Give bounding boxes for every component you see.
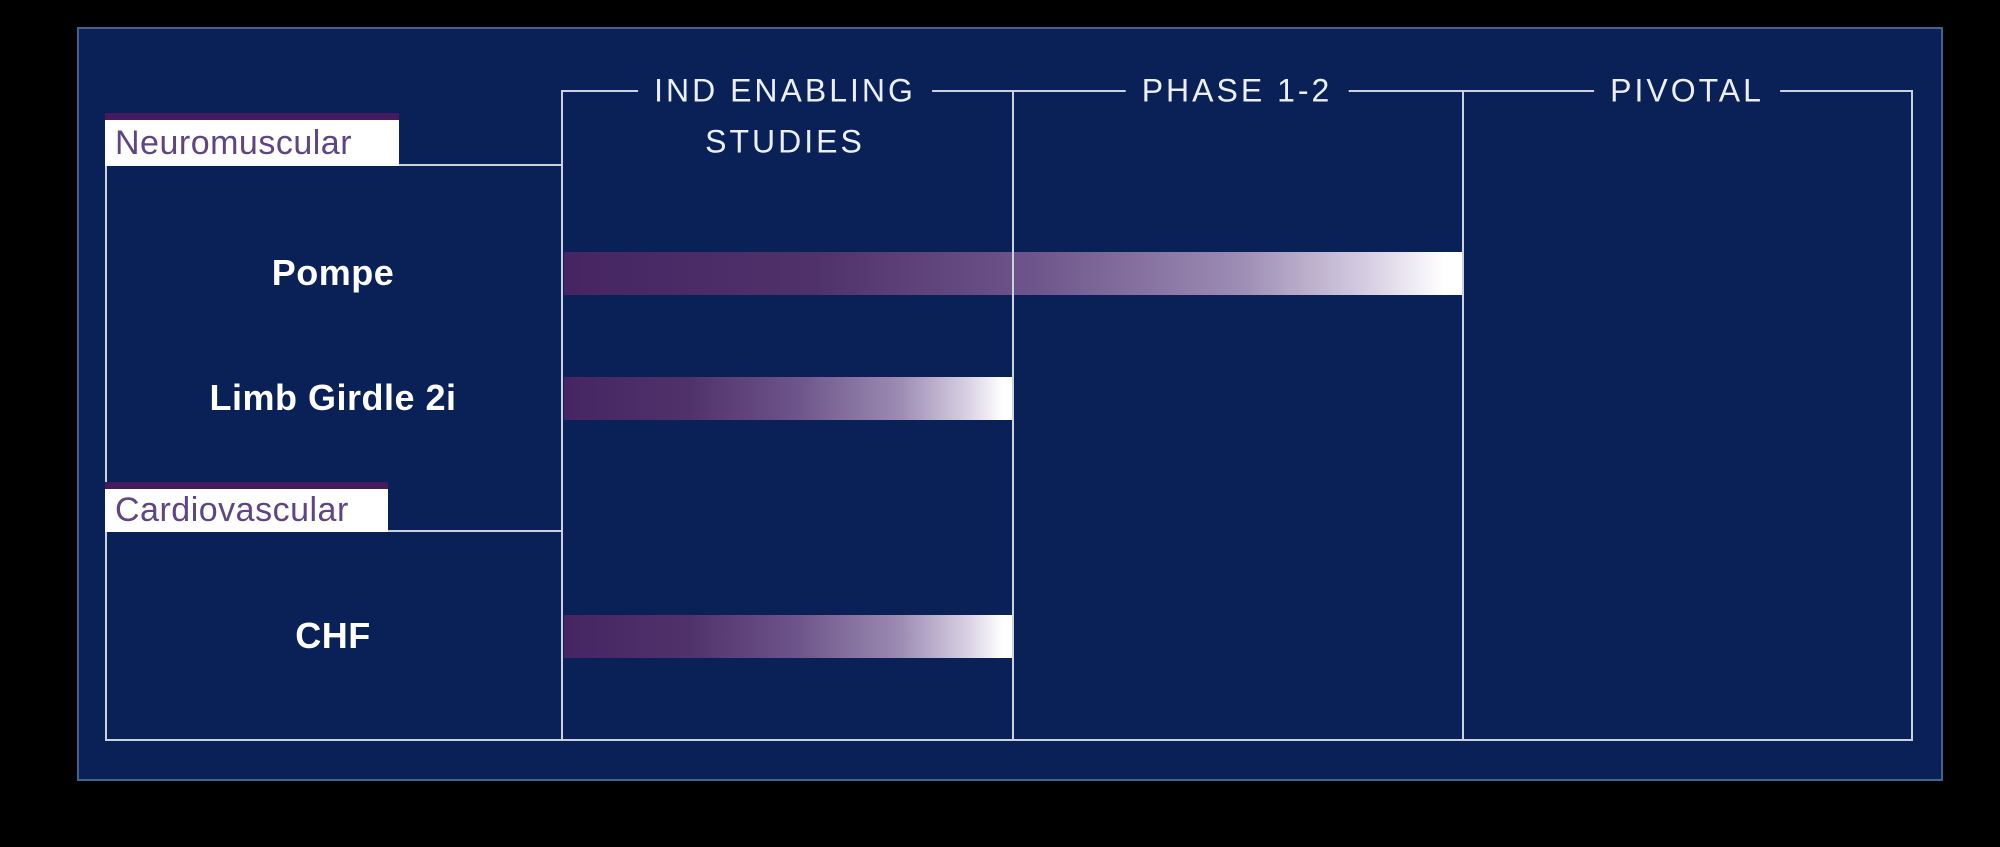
cardiovascular-label-connector-line: [388, 530, 561, 532]
group-label-cardiovascular: Cardiovascular: [105, 482, 388, 532]
chart-right-border: [1911, 90, 1913, 741]
group-label-cardiovascular-text: Cardiovascular: [115, 491, 349, 529]
neuromuscular-label-connector-line: [399, 164, 561, 166]
progress-bar-limb-girdle-2i: [564, 377, 1012, 420]
chart-bottom-border: [105, 739, 1913, 741]
program-label-limb-girdle-2i: Limb Girdle 2i: [209, 377, 457, 418]
group-label-neuromuscular-text: Neuromuscular: [115, 123, 353, 162]
group-label-neuromuscular: Neuromuscular: [105, 113, 399, 166]
progress-bar-chf: [564, 615, 1012, 658]
group-left-border: [105, 166, 107, 741]
column-header-ind-enabling-line1: IND ENABLING: [638, 70, 932, 112]
column-divider-ind-phase12: [1012, 90, 1014, 741]
column-header-phase-1-2: PHASE 1-2: [1125, 70, 1349, 112]
column-divider-phase12-pivotal: [1462, 90, 1464, 741]
program-label-chf: CHF: [295, 615, 371, 656]
program-label-pompe: Pompe: [271, 252, 395, 293]
column-divider-left: [561, 90, 563, 741]
pipeline-slide: IND ENABLING STUDIES PHASE 1-2 PIVOTAL N…: [77, 27, 1943, 781]
column-header-pivotal: PIVOTAL: [1594, 70, 1780, 112]
column-header-ind-enabling-line2: STUDIES: [689, 121, 881, 163]
